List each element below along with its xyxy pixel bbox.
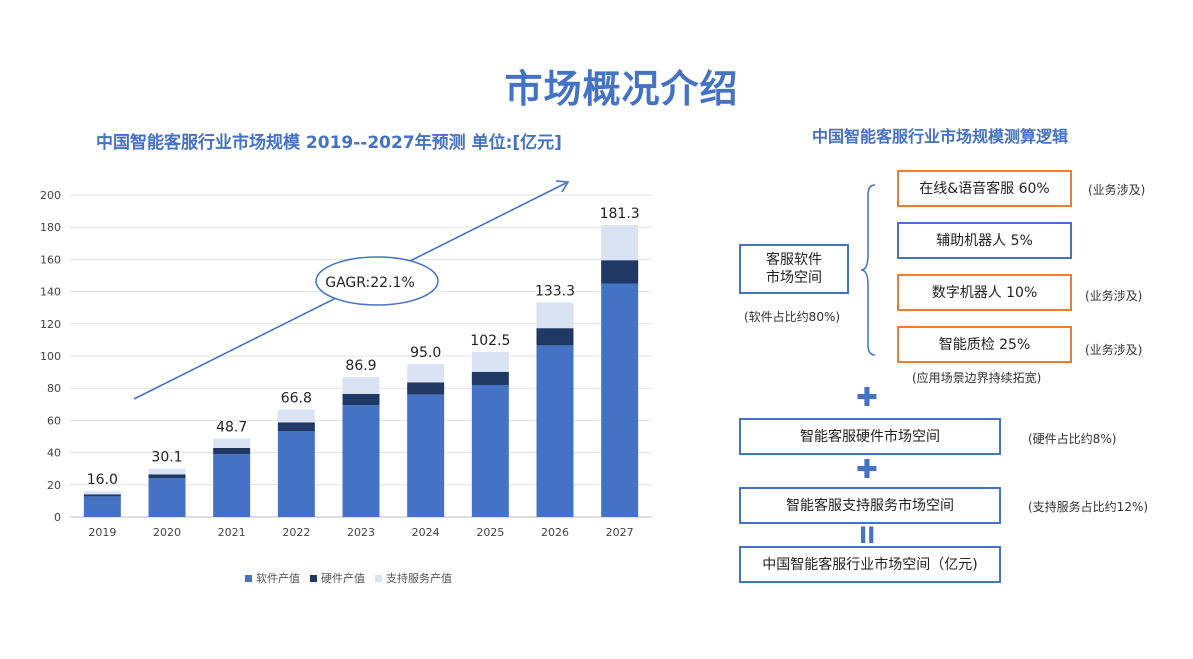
- total-labels: 16.0 30.1 48.7 66.8 86.9 95.0 102.5 133.3 181.3: [87, 206, 640, 488]
- total-label: 16.0: [87, 472, 118, 488]
- y-tick-label: 200: [40, 189, 61, 202]
- bar-segment-software: [471, 384, 509, 517]
- y-tick-label: 140: [40, 286, 61, 299]
- total-label: 48.7: [216, 420, 247, 436]
- item-box-digital-robot: 数字机器人 10%: [897, 274, 1072, 311]
- item-note-digital-robot: (业务涉及): [1085, 289, 1143, 303]
- y-tick-label: 100: [40, 350, 61, 363]
- bar-segment-software: [407, 394, 445, 517]
- total-market-box: 中国智能客服行业市场空间（亿元): [739, 546, 1001, 583]
- equals-icon: II: [859, 524, 876, 549]
- y-tick-label: 80: [47, 382, 61, 395]
- bar-segment-service: [471, 351, 509, 372]
- legend-label-service: 支持服务产值: [386, 572, 452, 585]
- x-tick-label: 2026: [541, 526, 569, 539]
- y-tick-label: 40: [47, 447, 61, 460]
- hardware-note: (硬件占比约8%): [1028, 432, 1117, 446]
- software-market-box: 客服软件 市场空间: [739, 244, 849, 294]
- bar-segment-hardware: [148, 474, 186, 479]
- y-axis-ticks: 0 20 40 60 80 100 120 140 160 180 200: [40, 189, 61, 524]
- plus-icon-2: ✚: [856, 455, 878, 485]
- item-note-online-voice: (业务涉及): [1088, 183, 1146, 197]
- software-box-line1: 客服软件: [766, 252, 822, 268]
- x-tick-label: 2020: [153, 526, 181, 539]
- bars: [83, 225, 639, 517]
- total-label: 181.3: [600, 206, 640, 222]
- x-tick-label: 2019: [88, 526, 116, 539]
- x-tick-label: 2022: [282, 526, 310, 539]
- trend-arrow-head: [555, 180, 570, 193]
- chart-title: 中国智能客服行业市场规模 2019--2027年预测 单位:[亿元]: [96, 133, 562, 153]
- bar-segment-software: [342, 405, 380, 517]
- plus-icon: ✚: [856, 383, 878, 413]
- bar-segment-service: [601, 225, 639, 261]
- item-box-assist-robot: 辅助机器人 5%: [897, 222, 1072, 259]
- service-note: (支持服务占比约12%): [1028, 500, 1149, 514]
- legend-swatch-hardware: [310, 574, 317, 582]
- x-tick-label: 2027: [606, 526, 634, 539]
- bar-segment-software: [601, 283, 639, 517]
- y-tick-label: 120: [40, 318, 61, 331]
- legend-label-hardware: 硬件产值: [321, 572, 365, 585]
- bar-segment-service: [536, 302, 574, 329]
- bar-segment-software: [536, 345, 574, 517]
- software-box-line2: 市场空间: [766, 270, 822, 286]
- legend-label-software: 软件产值: [256, 572, 300, 585]
- service-market-box: 智能客服支持服务市场空间: [739, 487, 1001, 524]
- page-title: 市场概况介绍: [504, 67, 739, 111]
- software-note: (软件占比约80%): [744, 310, 841, 324]
- hardware-market-box: 智能客服硬件市场空间: [739, 418, 1001, 455]
- x-tick-label: 2025: [476, 526, 504, 539]
- total-label: 66.8: [281, 390, 312, 406]
- x-tick-label: 2024: [412, 526, 440, 539]
- legend-item-software: 软件产值: [245, 570, 300, 586]
- legend-swatch-service: [375, 574, 382, 582]
- y-tick-label: 60: [47, 414, 61, 427]
- item-box-quality-check: 智能质检 25%: [897, 326, 1072, 363]
- total-label: 86.9: [345, 358, 376, 374]
- bar-segment-hardware: [213, 447, 251, 455]
- expand-note: (应用场景边界持续拓宽): [912, 371, 1042, 385]
- total-label: 30.1: [151, 450, 182, 466]
- bar-segment-hardware: [277, 422, 315, 432]
- bar-segment-service: [83, 491, 121, 495]
- bar-segment-hardware: [407, 382, 445, 395]
- cagr-label: GAGR:22.1%: [325, 275, 415, 291]
- chart-legend: 软件产值 硬件产值 支持服务产值: [245, 570, 452, 586]
- bar-segment-software: [213, 454, 251, 517]
- total-label: 133.3: [535, 283, 575, 299]
- x-tick-label: 2021: [218, 526, 246, 539]
- x-tick-label: 2023: [347, 526, 375, 539]
- bar-segment-service: [148, 468, 186, 475]
- bar-segment-software: [83, 496, 121, 517]
- bar-segment-hardware: [83, 494, 121, 497]
- cagr-ellipse: [315, 256, 439, 306]
- item-box-online-voice: 在线&语音客服 60%: [897, 170, 1072, 207]
- item-note-quality-check: (业务涉及): [1085, 343, 1143, 357]
- bar-segment-hardware: [601, 260, 639, 284]
- bracket: [860, 184, 876, 356]
- legend-item-service: 支持服务产值: [375, 570, 452, 586]
- x-axis-ticks: 2019 2020 2021 2022 2023 2024 2025 2026 2027: [88, 526, 633, 539]
- bar-segment-service: [213, 438, 251, 448]
- legend-item-hardware: 硬件产值: [310, 570, 365, 586]
- bar-segment-software: [277, 431, 315, 517]
- logic-title: 中国智能客服行业市场规模测算逻辑: [812, 127, 1069, 146]
- bar-segment-service: [277, 409, 315, 423]
- bar-segment-software: [148, 478, 186, 517]
- y-tick-label: 0: [54, 511, 61, 524]
- y-tick-label: 180: [40, 221, 61, 234]
- y-tick-label: 160: [40, 253, 61, 266]
- bar-segment-service: [407, 364, 445, 383]
- total-label: 102.5: [470, 333, 510, 349]
- bar-segment-service: [342, 377, 380, 394]
- stacked-bar-chart: 0 20 40 60 80 100 120 140 160 180 200 2019 2020 2021…: [40, 180, 652, 539]
- bar-segment-hardware: [342, 393, 380, 406]
- bar-segment-hardware: [471, 371, 509, 385]
- total-label: 95.0: [410, 345, 441, 361]
- y-tick-label: 20: [47, 479, 61, 492]
- legend-swatch-software: [245, 574, 252, 582]
- bar-segment-hardware: [536, 328, 574, 346]
